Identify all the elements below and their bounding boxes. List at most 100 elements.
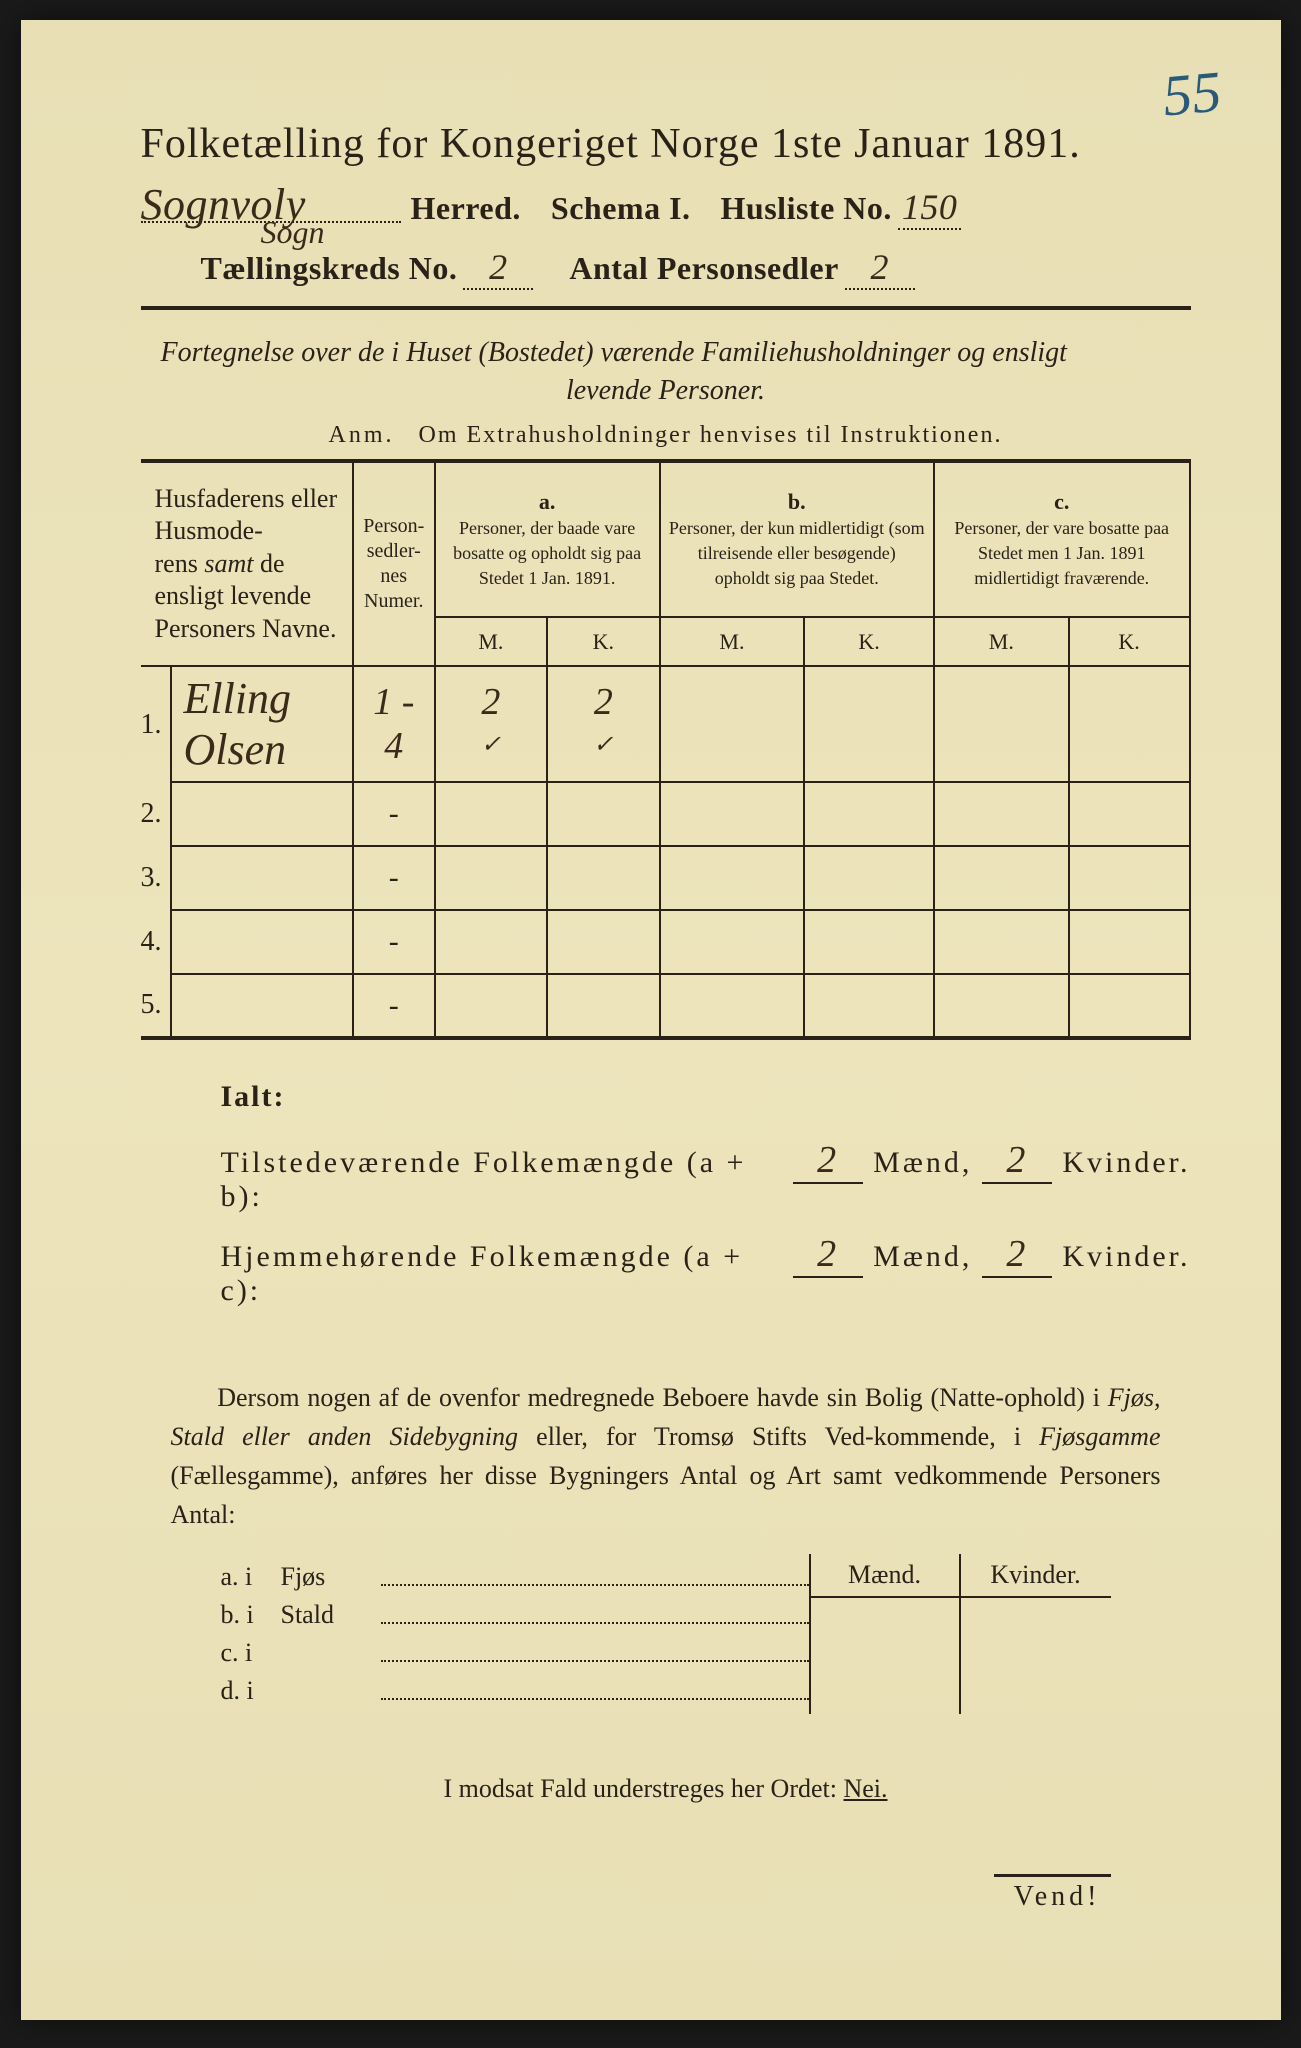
th-c: c. Personer, der vare bosatte paa Stedet… <box>934 461 1190 617</box>
building-col-maend: Mænd. <box>811 1554 961 1714</box>
ialt-kvinder: Kvinder. <box>1062 1146 1190 1180</box>
row-name <box>171 782 353 846</box>
form-title: Folketælling for Kongeriget Norge 1ste J… <box>141 120 1191 168</box>
row-bm <box>660 782 805 846</box>
row-cm <box>934 974 1069 1038</box>
ialt-row1-label: Tilstedeværende Folkemængde (a + b): <box>221 1146 784 1214</box>
row-numer: - <box>353 974 435 1038</box>
row-num: 3. <box>141 846 171 910</box>
building-word <box>281 1676 381 1706</box>
anm-text: Anm. Om Extrahusholdninger henvises til … <box>141 422 1191 449</box>
ialt-row2-m: 2 <box>793 1232 863 1278</box>
th-b-m: M. <box>660 617 805 667</box>
table-row: 4. - <box>141 910 1190 974</box>
row-ak: 2✓ <box>547 666 659 782</box>
row-bk <box>804 782 934 846</box>
antal-no: 2 <box>845 246 915 290</box>
ialt-section: Ialt: Tilstedeværende Folkemængde (a + b… <box>141 1080 1191 1308</box>
table-row: 1. Elling Olsen 1 - 4 2✓ 2✓ <box>141 666 1190 782</box>
table-row: 3. - <box>141 846 1190 910</box>
building-hdr-k: Kvinder. <box>961 1554 1111 1598</box>
row-am <box>435 782 547 846</box>
header-line-2-wrap: Sognvoly Herred. Schema I. Husliste No. … <box>141 186 1191 230</box>
row-cm <box>934 666 1069 782</box>
row-numer: - <box>353 782 435 846</box>
th-a-m: M. <box>435 617 547 667</box>
row-bm <box>660 910 805 974</box>
modsat-line: I modsat Fald understreges her Ordet: Ne… <box>141 1774 1191 1804</box>
building-label: b. i <box>221 1600 281 1630</box>
row-ak <box>547 846 659 910</box>
building-label: a. i <box>221 1562 281 1592</box>
ialt-row1-m: 2 <box>793 1138 863 1184</box>
th-b-label: b. <box>788 489 806 514</box>
row-am <box>435 846 547 910</box>
row-num: 2. <box>141 782 171 846</box>
row-bk <box>804 846 934 910</box>
schema-label: Schema I. <box>551 190 691 227</box>
census-form-page: 55 Folketælling for Kongeriget Norge 1st… <box>21 20 1281 2020</box>
row-cm <box>934 910 1069 974</box>
table-row: 2. - <box>141 782 1190 846</box>
building-label: d. i <box>221 1676 281 1706</box>
row-ak <box>547 910 659 974</box>
building-row: a. i Fjøs <box>221 1562 809 1592</box>
row-bm <box>660 666 805 782</box>
row-ck <box>1069 910 1190 974</box>
th-a-label: a. <box>539 489 556 514</box>
row-numer: 1 - 4 <box>353 666 435 782</box>
husliste-label: Husliste No. <box>721 190 892 227</box>
building-left: a. i Fjøs b. i Stald c. i d. i <box>221 1554 809 1714</box>
table-row: 5. - <box>141 974 1190 1038</box>
ialt-row1-k: 2 <box>982 1138 1052 1184</box>
row-name <box>171 910 353 974</box>
row-ak <box>547 974 659 1038</box>
row-numer: - <box>353 846 435 910</box>
th-b-k: K. <box>804 617 934 667</box>
row-numer: - <box>353 910 435 974</box>
row-ck <box>1069 974 1190 1038</box>
row-name: Elling Olsen <box>171 666 353 782</box>
row-bk <box>804 910 934 974</box>
building-row: b. i Stald <box>221 1600 809 1630</box>
fortegnelse-line2: levende Personer. <box>161 372 1171 410</box>
row-name <box>171 846 353 910</box>
page-number-handwritten: 55 <box>1160 58 1224 130</box>
th-numer: Person-sedler-nesNumer. <box>353 461 435 667</box>
ialt-kvinder2: Kvinder. <box>1062 1240 1190 1274</box>
dersom-paragraph: Dersom nogen af de ovenfor medregnede Be… <box>141 1378 1191 1534</box>
kreds-no: 2 <box>463 246 533 290</box>
row-cm <box>934 846 1069 910</box>
ialt-maend: Mænd, <box>873 1146 972 1180</box>
main-table: Husfaderens eller Husmode-rens samt de e… <box>141 459 1191 1041</box>
fortegnelse-line1: Fortegnelse over de i Huset (Bostedet) v… <box>161 337 1067 368</box>
building-hdr-m: Mænd. <box>811 1554 959 1598</box>
divider-1 <box>141 306 1191 310</box>
vend-label: Vend! <box>141 1874 1191 1913</box>
herred-label: Herred. <box>411 190 521 227</box>
header-line-3: Tællingskreds No. 2 Antal Personsedler 2 <box>141 246 1191 290</box>
anm-prefix: Anm. <box>329 422 395 448</box>
th-c-m: M. <box>934 617 1069 667</box>
building-dots <box>381 1638 809 1662</box>
row-cm <box>934 782 1069 846</box>
th-a: a. Personer, der baade vare bosatte og o… <box>435 461 660 617</box>
row-num: 5. <box>141 974 171 1038</box>
vend-text: Vend! <box>994 1874 1111 1913</box>
row-bm <box>660 846 805 910</box>
building-dots <box>381 1676 809 1700</box>
row-ck <box>1069 782 1190 846</box>
modsat-text: I modsat Fald understreges her Ordet: <box>443 1774 837 1803</box>
row-am <box>435 974 547 1038</box>
th-c-label: c. <box>1054 489 1069 514</box>
building-col-kvinder: Kvinder. <box>961 1554 1111 1714</box>
ialt-row2-label: Hjemmehørende Folkemængde (a + c): <box>221 1240 784 1308</box>
th-b-text: Personer, der kun midlertidigt (som tilr… <box>669 518 925 588</box>
row-bk <box>804 974 934 1038</box>
row-num: 4. <box>141 910 171 974</box>
ialt-row-1: Tilstedeværende Folkemængde (a + b): 2 M… <box>221 1138 1191 1214</box>
building-dots <box>381 1562 809 1586</box>
fortegnelse-text: Fortegnelse over de i Huset (Bostedet) v… <box>161 334 1171 410</box>
th-a-k: K. <box>547 617 659 667</box>
building-label: c. i <box>221 1638 281 1668</box>
